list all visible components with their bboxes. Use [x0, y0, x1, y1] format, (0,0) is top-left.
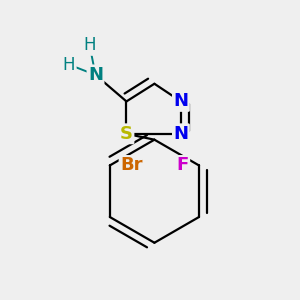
Text: N: N	[173, 125, 188, 143]
Text: H: H	[83, 37, 96, 55]
Text: N: N	[88, 66, 103, 84]
Text: N: N	[173, 92, 188, 110]
Text: H: H	[63, 56, 75, 74]
Text: F: F	[176, 157, 189, 175]
Text: Br: Br	[120, 157, 142, 175]
Text: S: S	[120, 125, 133, 143]
